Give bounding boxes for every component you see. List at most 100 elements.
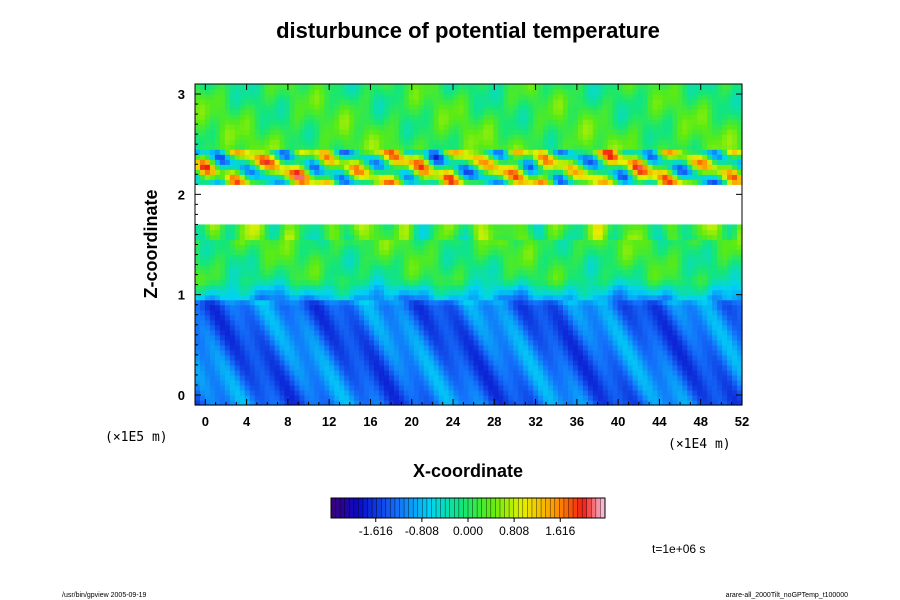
- heatmap-cell: [717, 399, 723, 406]
- heatmap-cell: [428, 384, 435, 391]
- heatmap-cell: [553, 224, 559, 231]
- heatmap-cell: [443, 179, 450, 185]
- heatmap-cell: [617, 254, 624, 261]
- heatmap-cell: [239, 329, 246, 336]
- heatmap-cell: [274, 274, 281, 281]
- heatmap-cell: [269, 264, 276, 271]
- heatmap-cell: [493, 259, 499, 266]
- heatmap-cell: [662, 369, 669, 376]
- heatmap-cell: [473, 264, 480, 271]
- heatmap-cell: [587, 369, 594, 376]
- heatmap-cell: [642, 234, 649, 241]
- heatmap-cell: [309, 134, 315, 140]
- heatmap-cell: [478, 369, 485, 376]
- heatmap-cell: [468, 144, 475, 150]
- heatmap-cell: [428, 149, 435, 155]
- heatmap-cell: [369, 264, 375, 271]
- heatmap-cell: [408, 159, 415, 165]
- heatmap-cell: [622, 159, 629, 165]
- heatmap-cell: [204, 309, 211, 316]
- heatmap-cell: [483, 269, 489, 276]
- heatmap-cell: [284, 279, 291, 286]
- heatmap-cell: [289, 349, 296, 356]
- heatmap-cell: [195, 154, 201, 160]
- heatmap-cell: [354, 269, 360, 276]
- heatmap-cell: [528, 304, 534, 311]
- heatmap-cell: [219, 179, 226, 185]
- heatmap-cell: [528, 369, 534, 376]
- heatmap-cell: [727, 244, 733, 251]
- heatmap-cell: [364, 299, 370, 306]
- heatmap-cell: [418, 374, 425, 381]
- heatmap-cell: [413, 239, 420, 246]
- heatmap-cell: [562, 309, 569, 316]
- heatmap-cell: [463, 179, 470, 185]
- heatmap-cell: [413, 159, 420, 165]
- heatmap-cell: [438, 264, 445, 271]
- heatmap-cell: [453, 169, 460, 175]
- heatmap-cell: [642, 319, 649, 326]
- heatmap-cell: [562, 149, 569, 155]
- heatmap-cell: [473, 399, 480, 406]
- heatmap-cell: [602, 269, 609, 276]
- heatmap-cell: [214, 364, 221, 371]
- heatmap-cell: [234, 374, 241, 381]
- heatmap-cell: [393, 334, 400, 341]
- heatmap-cell: [632, 349, 639, 356]
- heatmap-cell: [528, 299, 534, 306]
- heatmap-cell: [344, 269, 350, 276]
- heatmap-cell: [732, 324, 738, 331]
- heatmap-cell: [433, 289, 440, 296]
- heatmap-cell: [622, 334, 629, 341]
- heatmap-cell: [687, 259, 693, 266]
- heatmap-cell: [468, 334, 475, 341]
- heatmap-cell: [314, 394, 320, 401]
- heatmap-cell: [617, 179, 624, 185]
- heatmap-cell: [264, 354, 271, 361]
- heatmap-cell: [393, 179, 400, 185]
- heatmap-cell: [374, 144, 380, 150]
- heatmap-cell: [612, 389, 619, 396]
- heatmap-cell: [712, 159, 718, 165]
- heatmap-cell: [607, 334, 614, 341]
- heatmap-cell: [558, 369, 564, 376]
- heatmap-cell: [592, 294, 599, 301]
- heatmap-cell: [423, 294, 430, 301]
- heatmap-cell: [562, 284, 569, 291]
- heatmap-cell: [249, 319, 256, 326]
- heatmap-cell: [543, 229, 549, 236]
- heatmap-cell: [453, 249, 460, 256]
- heatmap-cell: [214, 289, 221, 296]
- heatmap-cell: [498, 229, 504, 236]
- heatmap-cell: [349, 324, 355, 331]
- heatmap-cell: [398, 314, 405, 321]
- heatmap-cell: [195, 284, 201, 291]
- heatmap-cell: [239, 144, 246, 150]
- heatmap-cell: [722, 329, 728, 336]
- heatmap-cell: [642, 169, 649, 175]
- heatmap-cell: [587, 309, 594, 316]
- heatmap-cell: [592, 329, 599, 336]
- heatmap-cell: [339, 389, 345, 396]
- heatmap-cell: [493, 224, 499, 231]
- heatmap-cell: [572, 319, 579, 326]
- heatmap-cell: [498, 164, 504, 170]
- heatmap-cell: [199, 369, 206, 376]
- heatmap-cell: [483, 274, 489, 281]
- heatmap-cell: [244, 344, 251, 351]
- heatmap-cell: [403, 159, 410, 165]
- heatmap-cell: [393, 254, 400, 261]
- heatmap-cell: [284, 159, 291, 165]
- heatmap-cell: [259, 334, 266, 341]
- heatmap-cell: [572, 394, 579, 401]
- heatmap-cell: [388, 304, 395, 311]
- heatmap-cell: [309, 399, 315, 406]
- heatmap-cell: [682, 289, 688, 296]
- heatmap-cell: [732, 179, 738, 185]
- heatmap-cell: [393, 349, 400, 356]
- heatmap-cell: [274, 259, 281, 266]
- heatmap-cell: [647, 349, 654, 356]
- heatmap-cell: [508, 149, 514, 155]
- heatmap-cell: [314, 239, 320, 246]
- heatmap-cell: [548, 339, 554, 346]
